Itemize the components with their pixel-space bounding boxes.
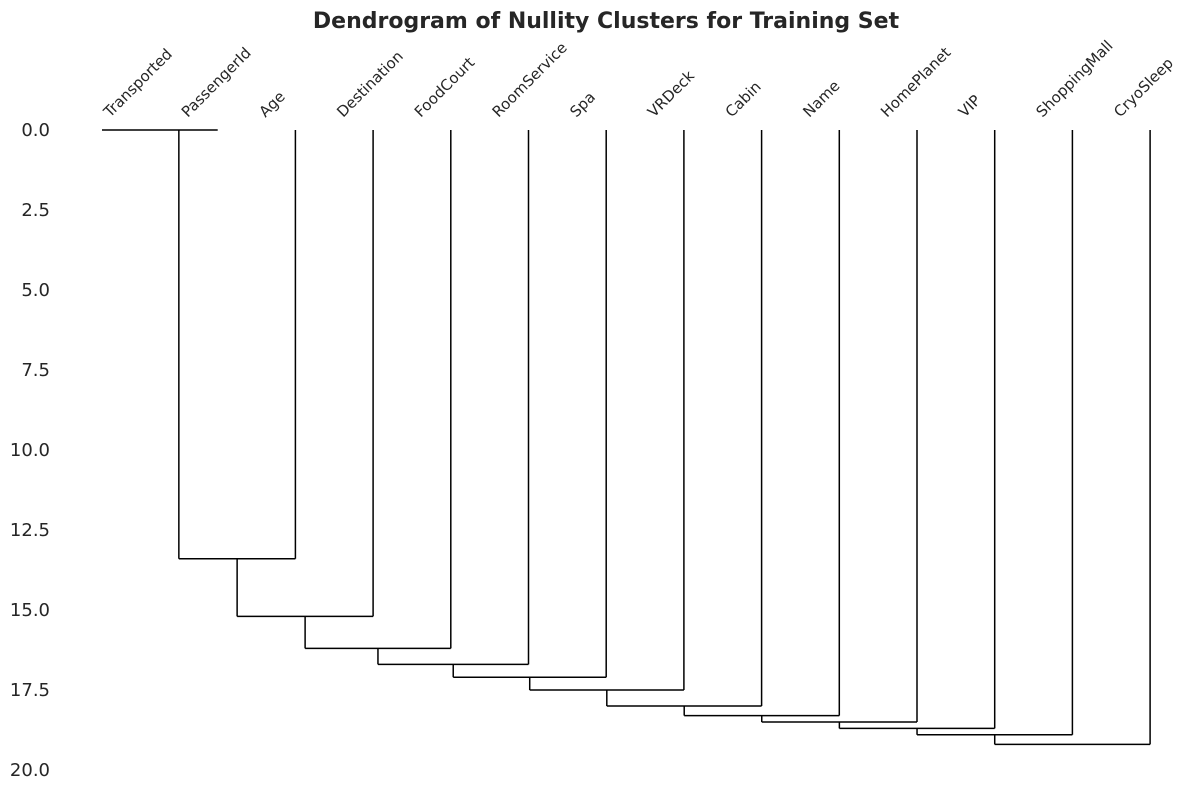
y-tick-label: 7.5 xyxy=(21,360,50,381)
y-tick-label: 10.0 xyxy=(10,440,50,461)
leaf-label-passengerid: PassengerId xyxy=(178,44,255,121)
leaf-label-name: Name xyxy=(799,77,843,121)
leaf-label-cryosleep: CryoSleep xyxy=(1110,54,1177,121)
y-tick-label: 15.0 xyxy=(10,600,50,621)
y-tick-label: 5.0 xyxy=(21,280,50,301)
y-tick-label: 17.5 xyxy=(10,680,50,701)
y-tick-label: 20.0 xyxy=(10,760,50,781)
leaf-label-foodcourt: FoodCourt xyxy=(411,53,478,120)
y-tick-label: 0.0 xyxy=(21,120,50,141)
leaf-label-vip: VIP xyxy=(955,91,985,121)
y-axis-ticks: 0.0 2.5 5.0 7.5 10.0 12.5 15.0 17.5 20.0 xyxy=(10,120,50,781)
leaf-label-transported: Transported xyxy=(99,45,175,121)
leaf-labels: Transported PassengerId Age Destination Food… xyxy=(99,37,1177,122)
leaf-label-cabin: Cabin xyxy=(722,78,765,121)
leaf-label-roomservice: RoomService xyxy=(489,39,571,121)
leaf-label-vrdeck: VRDeck xyxy=(644,67,698,121)
leaf-label-shoppingmall: ShoppingMall xyxy=(1033,37,1117,121)
y-tick-label: 2.5 xyxy=(21,200,50,221)
leaf-label-spa: Spa xyxy=(566,88,599,121)
y-tick-label: 12.5 xyxy=(10,520,50,541)
chart-title: Dendrogram of Nullity Clusters for Train… xyxy=(313,9,900,34)
leaf-label-homeplanet: HomePlanet xyxy=(877,43,954,120)
dendrogram-links xyxy=(102,129,1151,746)
leaf-label-destination: Destination xyxy=(333,47,407,121)
leaf-label-age: Age xyxy=(256,88,289,121)
